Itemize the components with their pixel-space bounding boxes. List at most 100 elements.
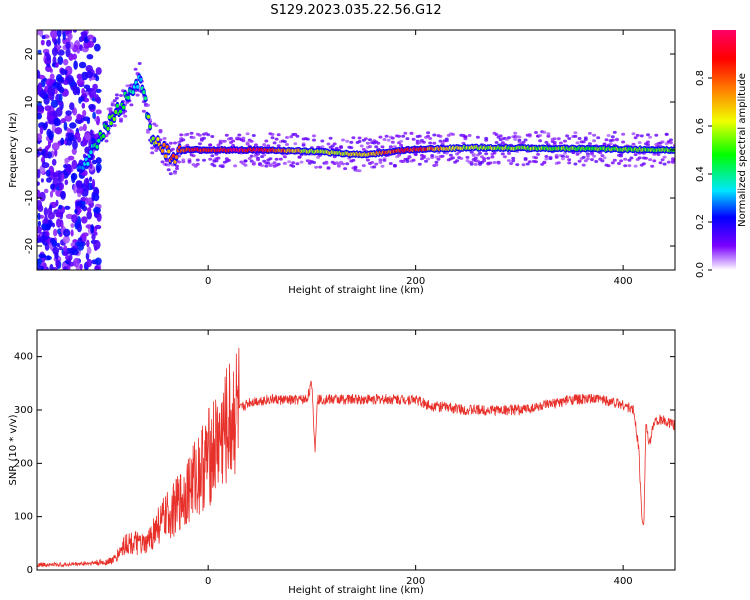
spectrogram-cell (185, 143, 190, 147)
spectrogram-cell (326, 142, 331, 146)
spectrogram-cell (45, 223, 51, 231)
spectrogram-cell (46, 39, 52, 47)
spectrogram-cell (187, 159, 192, 163)
x-tick-label: 0 (205, 276, 211, 287)
spectrogram-cell (42, 218, 49, 226)
spectrogram-cell (542, 161, 547, 165)
x-tick-label: 200 (406, 276, 425, 287)
spectrogram-cell (316, 155, 321, 159)
spectrogram-cell (314, 165, 319, 169)
spectrogram-cell (341, 162, 345, 166)
colorbar-tick-label: 0.2 (695, 214, 706, 230)
spectrogram-cell (65, 110, 72, 116)
spectrogram-cell (119, 94, 123, 97)
spectrogram-cell (544, 155, 549, 158)
spectrogram-cell (289, 135, 294, 139)
spectrogram-cell (623, 157, 628, 161)
spectrogram-cell (95, 67, 102, 75)
spectrogram-cell (78, 126, 84, 132)
spectrogram-cell (253, 143, 258, 147)
spectrogram-cell (581, 163, 586, 167)
spectrogram-cell (46, 115, 55, 121)
spectrogram-cell (378, 135, 383, 139)
spectrogram-cell (210, 135, 215, 138)
spectrogram-cell (112, 99, 117, 103)
spectrogram-cell (122, 105, 126, 110)
spectrogram-cell (256, 158, 260, 162)
spectrogram-cell (191, 136, 196, 140)
spectrogram-cell (55, 62, 59, 68)
spectrogram-cell (162, 142, 166, 147)
spectrogram-cell (318, 165, 323, 169)
spectrogram-cell (154, 124, 159, 128)
spectrogram-cell (189, 131, 194, 135)
spectrogram-cell (231, 139, 236, 143)
spectrogram-cell (585, 152, 590, 156)
spectrogram-cell (52, 81, 60, 90)
spectrogram-cell (150, 146, 155, 150)
spectrogram-cell (62, 251, 69, 256)
spectrogram-cell (37, 105, 45, 112)
spectrogram-cell (55, 212, 62, 218)
spectrogram-cell (581, 140, 586, 144)
spectrogram-cell (538, 139, 543, 143)
spectrogram-cell (237, 133, 242, 137)
spectrogram-cell (51, 240, 58, 248)
spectrogram-cell (52, 246, 60, 255)
spectrogram-cell (482, 159, 487, 163)
spectrogram-cell (440, 154, 445, 158)
spectrogram-cell (621, 140, 626, 144)
spectrogram-cell (37, 212, 41, 221)
spectrogram-cell (53, 117, 61, 127)
spectrogram-cell (407, 155, 412, 158)
spectrogram-cell (96, 165, 101, 174)
spectrogram-cell (51, 158, 57, 166)
spectrogram-cell (37, 133, 43, 141)
spectrogram-cell (49, 263, 54, 270)
spectrogram-cell (577, 137, 582, 140)
spectrogram-cell (448, 153, 453, 157)
x-tick-label: 200 (406, 576, 425, 587)
spectrogram-cell (43, 207, 49, 217)
figure-title: S129.2023.035.22.56.G12 (270, 3, 441, 18)
spectrogram-cell (168, 172, 173, 176)
spectrogram-cell (648, 158, 653, 162)
spectrogram-cell (37, 69, 41, 79)
spectrogram-cell (592, 133, 597, 137)
spectrogram-cell (646, 143, 650, 147)
spectrogram-cell (546, 134, 551, 138)
spectrogram-cell (245, 141, 250, 145)
spectrogram-cell (500, 152, 505, 156)
spectrogram-cell (330, 144, 335, 148)
spectrogram-cell (494, 141, 499, 144)
spectrogram-cell (185, 132, 190, 136)
spectrogram-cell (668, 138, 673, 142)
spectrogram-cell (561, 154, 565, 158)
spectrogram-cell (451, 156, 455, 160)
spectrogram-cell (417, 162, 422, 166)
spectrogram-cell (41, 162, 50, 169)
spectrogram-cell (49, 190, 54, 198)
spectrogram-cell (507, 159, 511, 163)
spectrogram-cell (60, 77, 64, 84)
spectrogram-cell (629, 156, 634, 160)
spectrogram-cell (249, 139, 254, 143)
colorbar: 0.0 0.2 0.4 0.6 0.8 Normalized spectral ampl… (695, 30, 748, 278)
spectrogram-cell (64, 205, 71, 210)
spectrogram-cell (70, 172, 78, 181)
spectrogram-cell (382, 138, 387, 141)
spectrogram-cell (68, 254, 73, 261)
spectrogram-cell (73, 60, 78, 70)
spectrogram-cell (38, 253, 47, 259)
spectrogram-cell (484, 152, 489, 156)
spectrogram-cell (220, 165, 225, 169)
spectrogram-cell (463, 135, 468, 139)
snr-panel: 0 200 400 0 100 200 300 400 Height of straight … (8, 329, 676, 596)
spectrogram-cell (320, 139, 325, 143)
spectrogram-cell (619, 152, 624, 156)
spectrogram-cell (146, 103, 150, 107)
spectrogram-cell (409, 132, 414, 135)
spectrogram-cell (93, 186, 99, 195)
spectrogram-cell (191, 154, 196, 158)
spectrogram-cell (390, 140, 395, 144)
